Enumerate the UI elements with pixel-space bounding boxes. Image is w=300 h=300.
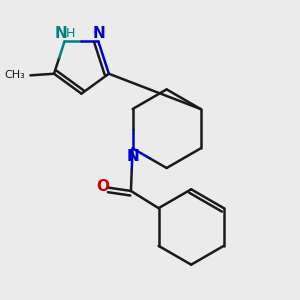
Text: N: N <box>93 26 105 41</box>
Text: H: H <box>66 27 75 40</box>
Text: N: N <box>55 26 68 41</box>
Text: O: O <box>96 179 109 194</box>
Text: CH₃: CH₃ <box>4 70 25 80</box>
Text: N: N <box>126 149 139 164</box>
